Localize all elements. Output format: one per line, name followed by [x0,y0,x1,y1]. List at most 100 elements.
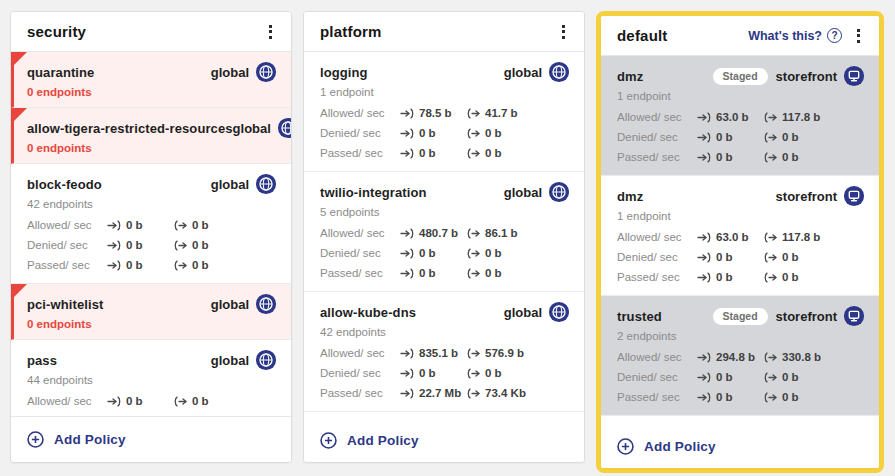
add-policy-button[interactable]: Add Policy [27,431,126,448]
storefront-badge-icon [843,185,865,207]
inbound-value: 22.7 Mb [419,387,461,399]
stat-label: Allowed/ sec [27,219,107,231]
stat-label: Denied/ sec [617,131,697,143]
stat-row-denied: Denied/ sec 0 b 0 b [320,243,570,263]
policy-name: dmz [617,189,776,204]
policy-card-dmz[interactable]: dmzstorefront1 endpointAllowed/ sec63.0 … [601,176,879,296]
outbound-arrow-icon [466,348,481,359]
storefront-badge-icon [843,65,865,87]
inbound-value: 0 b [419,147,436,159]
selected-column-highlight: default What's this? ? dmzStagedstorefro… [596,11,884,473]
inbound-arrow-icon [400,108,415,119]
policy-card-quarantine[interactable]: quarantineglobal0 endpoints [11,52,291,108]
globe-badge-icon [277,117,291,139]
policy-card-trusted[interactable]: trustedStagedstorefront2 endpointsAllowe… [601,296,879,416]
stat-label: Allowed/ sec [617,111,697,123]
endpoints-count: 0 endpoints [27,86,277,98]
inbound-value: 0 b [419,367,436,379]
policy-card-dmz[interactable]: dmzStagedstorefront1 endpointAllowed/ se… [601,56,879,176]
storefront-badge-icon [843,305,865,327]
plus-circle-icon [27,431,44,448]
inbound-arrow-icon [107,260,122,271]
policy-board: security quarantineglobal0 endpointsallo… [0,0,895,476]
stat-row-passed: Passed/ sec0 b0 b [27,255,277,275]
policy-card-logging[interactable]: loggingglobal1 endpointAllowed/ sec78.5 … [304,52,584,172]
inbound-arrow-icon [697,392,712,403]
inbound-arrow-icon [697,372,712,383]
column-title: platform [320,23,557,40]
policy-card-twilio-integration[interactable]: twilio-integrationglobal5 endpointsAllow… [304,172,584,292]
stat-row-allowed: Allowed/ sec294.8 b330.8 b [617,347,865,367]
outbound-arrow-icon [763,112,778,123]
outbound-arrow-icon [763,352,778,363]
inbound-value: 0 b [716,131,733,143]
inbound-arrow-icon [697,112,712,123]
stat-label: Denied/ sec [320,247,400,259]
plus-circle-icon [320,432,337,449]
inbound-arrow-icon [107,220,122,231]
inbound-arrow-icon [400,268,415,279]
outbound-arrow-icon [466,128,481,139]
stat-label: Allowed/ sec [27,395,107,407]
outbound-arrow-icon [466,108,481,119]
policy-card-allow-tigera-restricted-resources[interactable]: allow-tigera-restricted-resourcesglobal0… [11,108,291,164]
outbound-value: 0 b [782,251,799,263]
inbound-arrow-icon [400,228,415,239]
column-security: security quarantineglobal0 endpointsallo… [10,11,292,463]
outbound-arrow-icon [173,260,188,271]
stat-label: Allowed/ sec [617,231,697,243]
outbound-arrow-icon [466,148,481,159]
add-policy-button[interactable]: Add Policy [617,438,716,455]
stat-row-denied: Denied/ sec0 b0 b [27,411,277,416]
policy-name: allow-tigera-restricted-resources [27,121,233,136]
tier-scope-label: storefront [776,309,837,324]
outbound-arrow-icon [173,396,188,407]
stat-label: Passed/ sec [617,151,697,163]
outbound-value: 0 b [192,259,209,271]
staged-badge: Staged [713,308,768,325]
add-policy-label: Add Policy [54,432,126,447]
add-policy-button[interactable]: Add Policy [320,432,419,449]
outbound-value: 0 b [485,247,502,259]
inbound-arrow-icon [107,396,122,407]
globe-badge-icon [255,61,277,83]
tier-scope-label: global [211,297,249,312]
stat-label: Allowed/ sec [320,347,400,359]
kebab-menu-icon[interactable] [264,21,277,43]
kebab-menu-icon[interactable] [852,25,865,47]
outbound-arrow-icon [763,232,778,243]
policy-card-block-feodo[interactable]: block-feodoglobal42 endpointsAllowed/ se… [11,164,291,284]
column-footer: Add Policy [11,416,291,462]
policy-card-pci-whitelist[interactable]: pci-whitelistglobal0 endpoints [11,284,291,340]
add-policy-label: Add Policy [347,433,419,448]
policy-card-allow-kube-dns[interactable]: allow-kube-dnsglobal42 endpointsAllowed/… [304,292,584,412]
inbound-arrow-icon [400,148,415,159]
card-list: loggingglobal1 endpointAllowed/ sec78.5 … [304,52,584,418]
stat-label: Passed/ sec [617,271,697,283]
outbound-value: 86.1 b [485,227,518,239]
whats-this-link[interactable]: What's this? ? [748,28,842,43]
policy-card-pass[interactable]: passglobal44 endpointsAllowed/ sec0 b0 b… [11,340,291,416]
policy-name: logging [320,65,504,80]
globe-badge-icon [255,349,277,371]
stat-row-denied: Denied/ sec0 b0 b [617,127,865,147]
stat-label: Allowed/ sec [617,351,697,363]
stat-row-passed: Passed/ sec0 b0 b [617,387,865,407]
outbound-value: 41.7 b [485,107,518,119]
globe-badge-icon [548,61,570,83]
kebab-menu-icon[interactable] [557,21,570,43]
stat-row-denied: Denied/ sec0 b0 b [617,247,865,267]
stat-label: Denied/ sec [320,367,400,379]
inbound-arrow-icon [107,240,122,251]
tier-scope-label: global [504,185,542,200]
inbound-value: 0 b [126,415,143,416]
policy-card-trusted[interactable]: trustedstorefront [601,416,879,424]
policy-name: block-feodo [27,177,211,192]
stat-row-denied: Denied/ sec0 b0 b [27,235,277,255]
column-footer: Add Policy [304,418,584,462]
inbound-value: 0 b [419,247,436,259]
tier-scope-label: global [211,353,249,368]
card-list: quarantineglobal0 endpointsallow-tigera-… [11,52,291,416]
outbound-value: 330.8 b [782,351,821,363]
tier-scope-label: global [504,65,542,80]
